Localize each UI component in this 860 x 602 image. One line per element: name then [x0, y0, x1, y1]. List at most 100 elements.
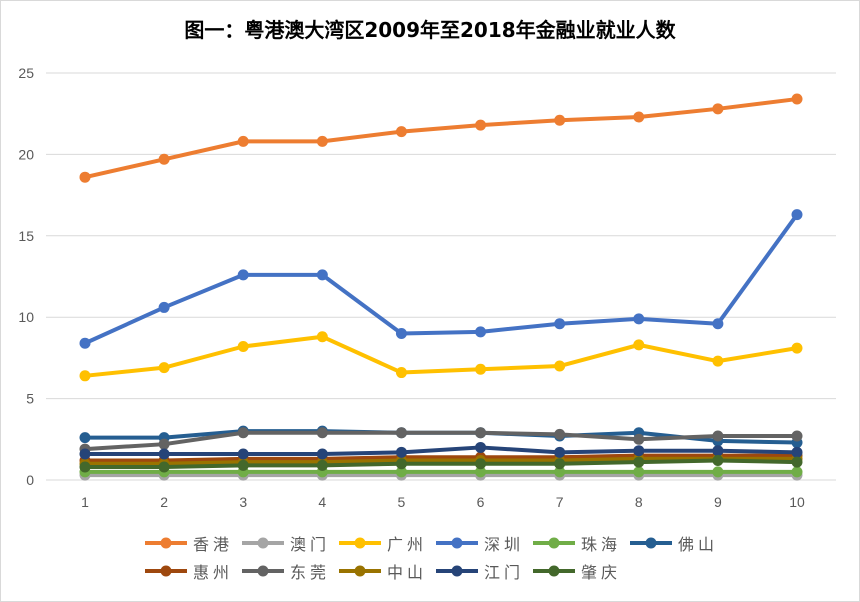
y-tick-label: 15 [18, 228, 34, 244]
data-point [712, 430, 724, 442]
data-point [554, 360, 566, 372]
data-point [79, 337, 91, 349]
data-point [633, 313, 645, 325]
legend-swatch [630, 537, 672, 549]
data-point [791, 93, 803, 105]
legend-label: 中山 [387, 563, 428, 582]
legend-swatch [339, 537, 381, 549]
legend-label: 澳门 [290, 535, 331, 554]
x-tick-label: 9 [714, 494, 722, 510]
legend-swatch [145, 565, 187, 577]
series-line [83, 458, 799, 469]
y-tick-label: 10 [18, 309, 34, 325]
data-point [554, 458, 566, 470]
legend-swatch [436, 537, 478, 549]
data-point [475, 119, 487, 131]
data-point [158, 153, 170, 165]
data-point [316, 331, 328, 343]
series-9 [79, 441, 803, 460]
data-point [791, 446, 803, 458]
data-point [712, 454, 724, 466]
legend-label: 惠州 [193, 563, 234, 582]
y-tick-label: 5 [26, 391, 34, 407]
data-point [237, 341, 249, 353]
series-2 [79, 331, 803, 382]
legend-label: 珠海 [581, 535, 622, 554]
series-line [83, 456, 799, 466]
legend-swatch [533, 565, 575, 577]
data-point [316, 427, 328, 439]
legend-label: 香港 [193, 535, 234, 554]
data-point [237, 135, 249, 147]
data-point [633, 466, 645, 478]
data-point [158, 448, 170, 460]
series-7 [79, 427, 803, 455]
series-line [83, 97, 799, 180]
legend-label: 江门 [484, 563, 525, 582]
series-line [83, 334, 799, 378]
data-point [633, 433, 645, 445]
data-point [791, 456, 803, 468]
y-tick-label: 0 [26, 472, 34, 488]
data-point [712, 355, 724, 367]
y-tick-label: 25 [18, 65, 34, 81]
data-point [395, 367, 407, 379]
legend-swatch [242, 565, 284, 577]
data-point [712, 445, 724, 457]
x-tick-label: 7 [556, 494, 564, 510]
data-point [554, 318, 566, 330]
x-tick-label: 3 [239, 494, 247, 510]
chart-title: 图一：粤港澳大湾区2009年至2018年金融业就业人数 [184, 18, 676, 42]
series-line [83, 430, 799, 452]
x-tick-label: 10 [789, 494, 805, 510]
data-point [475, 363, 487, 375]
series-line [83, 212, 799, 346]
data-point [395, 327, 407, 339]
data-point [395, 126, 407, 138]
y-tick-label: 20 [18, 146, 34, 162]
data-point [237, 427, 249, 439]
data-point [791, 209, 803, 221]
series-0 [79, 93, 803, 183]
data-point [633, 456, 645, 468]
data-point [554, 446, 566, 458]
x-tick-label: 2 [160, 494, 168, 510]
data-point [395, 427, 407, 439]
legend-label: 深圳 [484, 535, 525, 554]
data-point [237, 448, 249, 460]
data-point [316, 135, 328, 147]
data-point [475, 466, 487, 478]
data-point [79, 432, 91, 444]
legend-label: 肇庆 [581, 563, 622, 582]
x-tick-label: 8 [635, 494, 643, 510]
data-point [316, 269, 328, 281]
legend-label: 东莞 [290, 563, 331, 582]
data-point [79, 171, 91, 183]
y-axis-ticks: 0 5 10 15 20 25 [18, 65, 34, 488]
data-point [158, 362, 170, 374]
data-point [554, 114, 566, 126]
legend-swatch [145, 537, 187, 549]
data-point [237, 459, 249, 471]
data-point [712, 103, 724, 115]
data-point [633, 445, 645, 457]
data-point [158, 461, 170, 473]
data-point [79, 370, 91, 382]
data-point [791, 342, 803, 354]
x-tick-label: 6 [477, 494, 485, 510]
data-point [237, 269, 249, 281]
series-line [83, 453, 799, 463]
data-point [316, 459, 328, 471]
x-tick-label: 4 [318, 494, 326, 510]
gridlines [46, 72, 836, 481]
legend-swatch [436, 565, 478, 577]
legend-swatch [242, 537, 284, 549]
series-10 [79, 454, 803, 473]
legend-swatch [339, 565, 381, 577]
data-point [79, 461, 91, 473]
series-line [83, 445, 799, 456]
data-point [712, 466, 724, 478]
data-point [395, 458, 407, 470]
data-point [633, 339, 645, 351]
